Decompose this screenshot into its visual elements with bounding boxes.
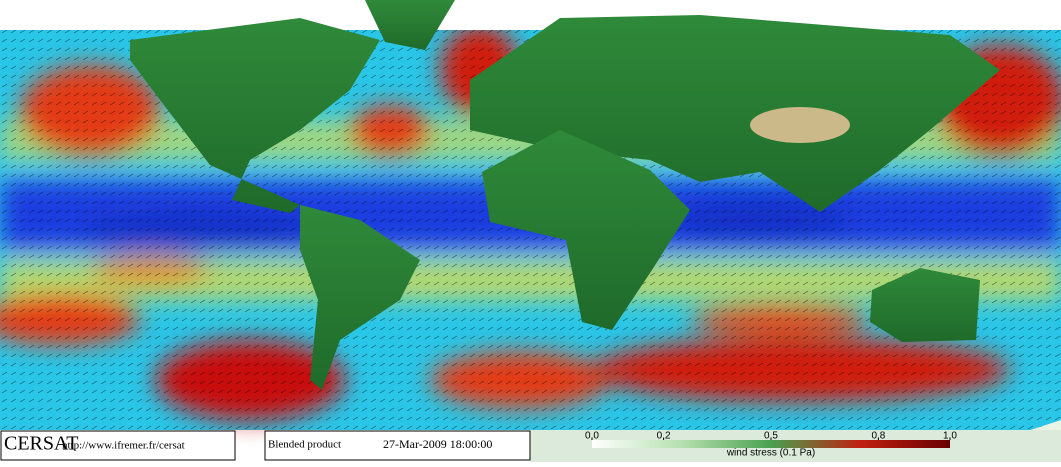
logo-box [0, 430, 236, 461]
colorbar-label: wind stress (0.1 Pa) [726, 448, 815, 459]
url: http://www.ifremer.fr/cersat [62, 440, 185, 452]
colorbar-tick-label: 0.5 [764, 431, 778, 442]
colorbar-tick-label: 0.8 [871, 431, 885, 442]
logo: CERSAT [4, 433, 78, 455]
colorbar-tick-label: 0.2 [657, 431, 671, 442]
colorbar [592, 440, 950, 448]
colorbar-tick-label: 1.0 [943, 431, 957, 442]
footer: CERSAT http://www.ifremer.fr/cersat Blen… [0, 430, 1061, 462]
colorbar-tick-label: 0.0 [585, 431, 599, 442]
product-box [264, 430, 531, 461]
date: 27-Mar-2009 18:00:00 [383, 437, 492, 451]
product: Blended product [268, 439, 341, 451]
